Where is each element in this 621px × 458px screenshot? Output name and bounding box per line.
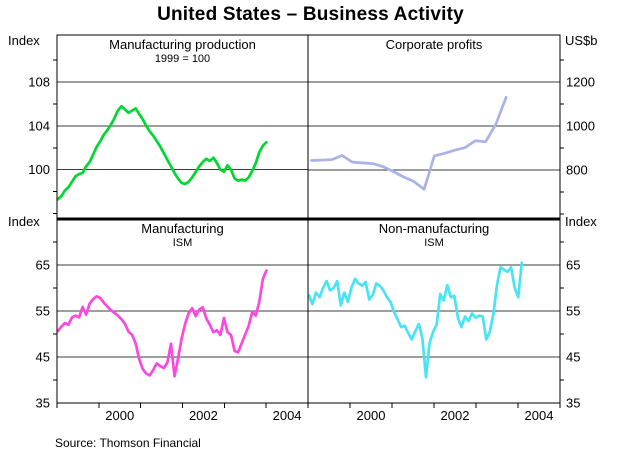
svg-text:100: 100 [28,162,50,177]
svg-text:2000: 2000 [357,408,386,423]
svg-text:108: 108 [28,75,50,90]
svg-text:2002: 2002 [441,408,470,423]
source-note: Source: Thomson Financial [55,436,201,450]
svg-text:800: 800 [566,162,588,177]
panel-subtitle-1999-100: 1999 = 100 [154,53,211,65]
svg-text:45: 45 [566,350,580,365]
panel-title-corporate-profits: Corporate profits [385,37,483,52]
svg-text:55: 55 [566,304,580,319]
svg-text:1000: 1000 [566,119,595,134]
panel-title-non-manufacturing-ism: Non-manufacturing [378,221,490,236]
svg-text:35: 35 [566,396,580,411]
svg-text:1200: 1200 [566,75,595,90]
axis-unit-label-top-left: Index [8,33,40,48]
panel-title-manufacturing-ism: Manufacturing [141,221,224,236]
panel-title-manufacturing-production: Manufacturing production [109,37,256,52]
axis-unit-label-top-right: US$b [565,33,598,48]
svg-text:2000: 2000 [105,408,134,423]
svg-text:65: 65 [36,258,50,273]
svg-text:65: 65 [566,258,580,273]
panel-subtitle-ism-left: ISM [172,237,193,249]
svg-text:2002: 2002 [189,408,218,423]
svg-text:35: 35 [36,396,50,411]
svg-text:2004: 2004 [525,408,554,423]
svg-text:2004: 2004 [273,408,302,423]
axis-unit-label-mid-right: Index [565,214,597,229]
svg-text:55: 55 [36,304,50,319]
svg-text:104: 104 [28,118,50,133]
axis-unit-label-mid-left: Index [8,214,40,229]
svg-text:45: 45 [36,350,50,365]
panel-subtitle-ism-right: ISM [424,237,444,249]
page-title: United States – Business Activity [157,4,464,25]
